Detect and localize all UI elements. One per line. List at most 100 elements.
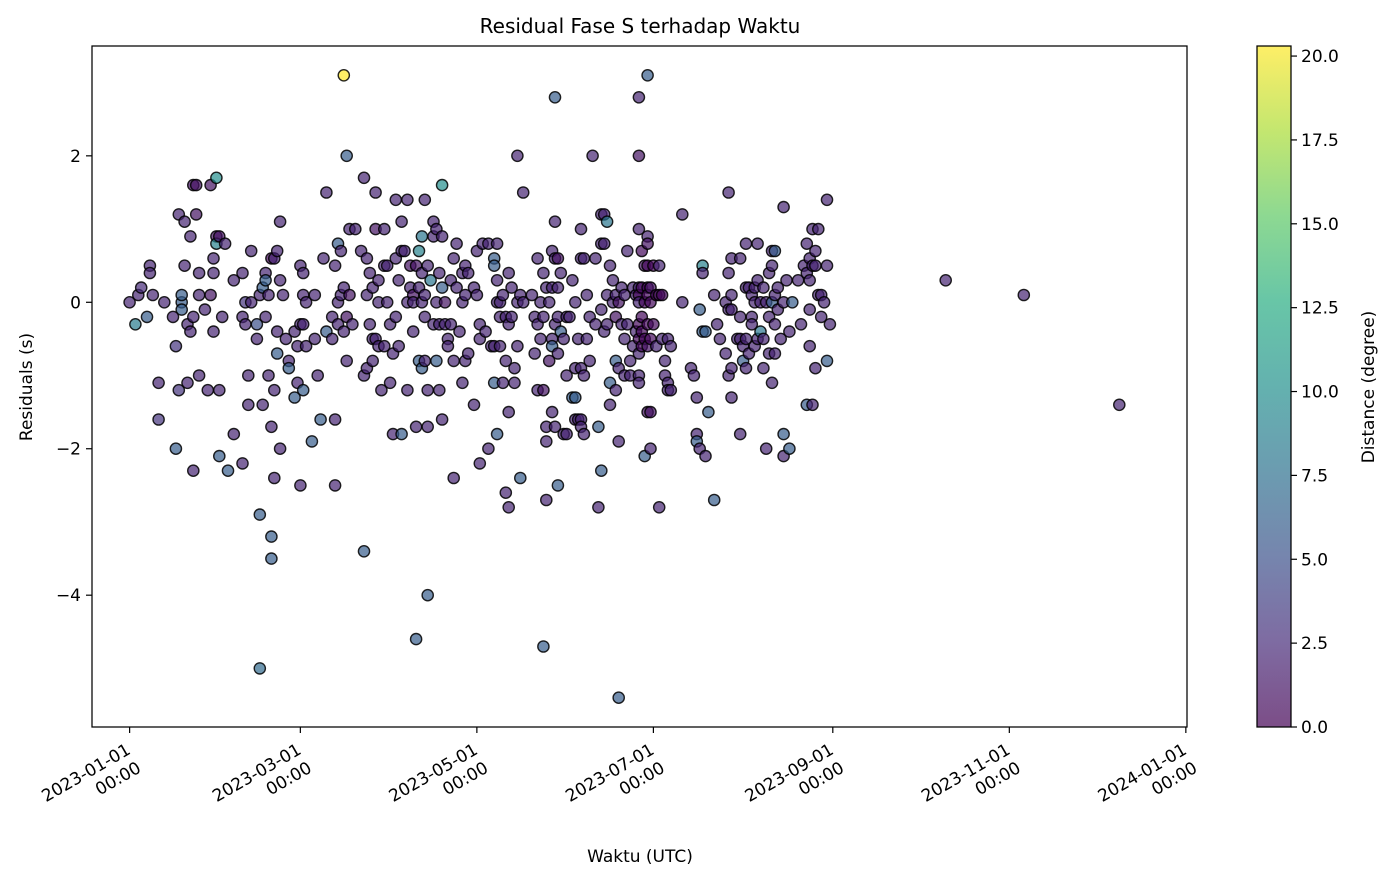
scatter-point <box>577 252 591 265</box>
scatter-point <box>152 376 165 390</box>
scatter-point <box>595 464 608 478</box>
scatter-point <box>540 493 553 507</box>
scatter-point <box>320 186 333 199</box>
scatter-point <box>282 361 296 375</box>
scatter-point <box>632 222 646 236</box>
scatter-point <box>265 420 278 434</box>
scatter-point <box>146 288 160 302</box>
scatter-point <box>178 215 191 228</box>
scatter-point <box>447 252 461 265</box>
scatter-point <box>499 486 513 500</box>
scatter-point <box>664 339 678 353</box>
x-tick-label: 2023-09-0100:00 <box>742 740 848 825</box>
scatter-point <box>241 398 255 412</box>
scatter-point <box>780 273 793 287</box>
scatter-point <box>580 332 594 346</box>
scatter-point <box>317 252 330 265</box>
scatter-point <box>751 237 764 250</box>
scatter-point <box>687 369 701 382</box>
scatter-point <box>516 186 530 199</box>
scatter-point <box>406 325 420 338</box>
scatter-point <box>198 303 212 316</box>
scatter-point <box>395 215 408 228</box>
scatter-point <box>189 208 203 221</box>
scatter-point <box>447 354 461 368</box>
scatter-point <box>432 383 446 397</box>
scatter-point <box>227 273 241 287</box>
scatter-point <box>418 310 432 324</box>
scatter-point <box>377 222 391 236</box>
x-tick-label: 2023-03-0100:00 <box>209 740 315 825</box>
scatter-point <box>537 383 550 397</box>
scatter-point <box>644 442 657 456</box>
scatter-point <box>204 288 217 302</box>
scatter-point <box>707 288 721 302</box>
scatter-point <box>733 252 747 265</box>
scatter-point <box>296 266 310 280</box>
x-tick-label: 2023-05-0100:00 <box>386 740 492 825</box>
scatter-point <box>757 332 770 346</box>
scatter-point <box>516 295 530 309</box>
scatter-point <box>444 317 458 331</box>
scatter-point <box>453 325 466 338</box>
scatter-point <box>493 339 507 353</box>
scatter-point <box>360 252 374 265</box>
scatter-point <box>699 325 712 338</box>
scatter-point <box>337 69 351 82</box>
scatter-point <box>273 215 287 228</box>
scatter-point <box>621 244 634 258</box>
scatter-point <box>259 310 272 324</box>
scatter-point <box>574 222 588 236</box>
scatter-point <box>632 91 646 104</box>
scatter-point <box>499 354 513 368</box>
y-axis-ticks: 2 0 −2 −4 <box>56 147 92 606</box>
scatter-point <box>632 376 646 390</box>
scatter-point <box>531 252 544 265</box>
scatter-point <box>733 310 747 324</box>
x-tick-label: 2023-07-0100:00 <box>562 740 668 825</box>
scatter-point <box>375 383 388 397</box>
scatter-point <box>435 413 449 426</box>
scatter-point <box>490 273 504 287</box>
scatter-point <box>580 288 594 302</box>
scatter-point <box>461 266 475 280</box>
colorbar-tick-label: 7.5 <box>1301 466 1328 486</box>
scatter-point <box>502 405 516 419</box>
scatter-point <box>664 383 678 397</box>
scatter-point <box>430 354 443 368</box>
scatter-point <box>296 383 310 397</box>
scatter-point <box>401 193 414 207</box>
scatter-point <box>537 310 550 324</box>
scatter-point <box>169 442 183 456</box>
scatter-point <box>334 244 348 258</box>
scatter-point <box>172 383 186 397</box>
scatter-point <box>348 222 362 236</box>
scatter-point <box>548 420 562 434</box>
scatter-point <box>595 303 608 316</box>
scatter-point <box>215 310 229 324</box>
scatter-point <box>270 325 284 338</box>
scatter-point <box>169 339 183 353</box>
scatter-point <box>380 259 394 273</box>
scatter-point <box>560 369 573 382</box>
scatter-point <box>505 310 518 324</box>
scatter-point <box>777 200 790 214</box>
scatter-point <box>652 500 666 514</box>
scatter-point <box>487 259 501 273</box>
scatter-point <box>244 295 258 309</box>
scatter-point <box>401 383 414 397</box>
scatter-point <box>939 273 953 287</box>
scatter-point <box>140 310 154 324</box>
scatter-point <box>592 500 605 514</box>
scatter-point <box>259 273 272 287</box>
colorbar-tick-label: 15.0 <box>1301 215 1339 235</box>
scatter-point <box>363 266 377 280</box>
scatter-point <box>676 295 689 309</box>
scatter-point <box>273 273 287 287</box>
scatter-point <box>768 317 782 331</box>
scatter-point <box>803 303 817 316</box>
scatter-point <box>221 464 235 478</box>
scatter-point <box>542 295 556 309</box>
scatter-point <box>771 281 785 294</box>
scatter-point <box>525 288 539 302</box>
